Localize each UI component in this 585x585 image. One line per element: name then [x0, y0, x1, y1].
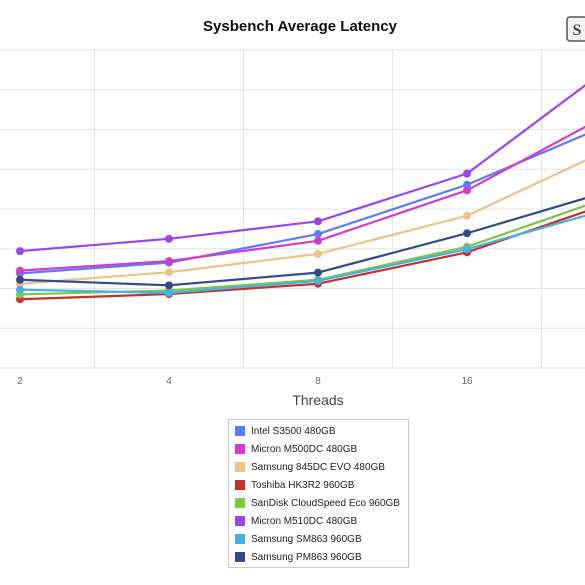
legend-swatch: [235, 444, 245, 454]
data-point: [16, 285, 24, 294]
legend-item: Samsung PM863 960GB: [229, 548, 408, 566]
series-line: [19, 210, 585, 301]
logo-letter: S: [573, 22, 582, 39]
x-tick-label: 8: [315, 376, 321, 387]
data-point: [16, 247, 24, 256]
legend-swatch: [235, 426, 245, 436]
data-point: [463, 186, 471, 195]
data-point: [165, 288, 173, 297]
legend-label: Samsung 845DC EVO 480GB: [251, 461, 385, 473]
line-chart: 2 4 8 16: [0, 49, 585, 387]
legend-label: Samsung SM863 960GB: [251, 533, 362, 545]
legend-label: Toshiba HK3R2 960GB: [251, 479, 355, 491]
chart-legend: Intel S3500 480GB Micron M500DC 480GB Sams…: [228, 419, 409, 568]
data-point: [165, 257, 173, 266]
legend-swatch: [235, 516, 245, 526]
x-tick-label: 16: [461, 376, 473, 387]
legend-label: Samsung PM863 960GB: [251, 551, 362, 563]
legend-swatch: [235, 480, 245, 490]
x-tick-label: 4: [166, 376, 172, 387]
data-point: [463, 211, 471, 220]
data-point: [463, 180, 471, 189]
data-point: [314, 217, 322, 226]
data-point: [463, 169, 471, 178]
data-point: [314, 268, 322, 277]
legend-label: Micron M500DC 480GB: [251, 443, 358, 455]
legend-label: Micron M510DC 480GB: [251, 515, 358, 527]
legend-swatch: [235, 552, 245, 562]
legend-item: Intel S3500 480GB: [229, 422, 408, 440]
legend-swatch: [235, 498, 245, 508]
legend-swatch: [235, 534, 245, 544]
legend-label: SanDisk CloudSpeed Eco 960GB: [251, 497, 400, 509]
legend-swatch: [235, 462, 245, 472]
legend-item: Samsung 845DC EVO 480GB: [229, 458, 408, 476]
data-point: [314, 236, 322, 245]
legend-item: Samsung SM863 960GB: [229, 530, 408, 548]
series-line: [19, 133, 585, 275]
legend-item: Micron M510DC 480GB: [229, 512, 408, 530]
data-point: [314, 230, 322, 239]
legend-label: Intel S3500 480GB: [251, 425, 336, 437]
data-point: [16, 275, 24, 284]
data-point: [463, 245, 471, 254]
series-line: [19, 159, 585, 285]
legend-item: SanDisk CloudSpeed Eco 960GB: [229, 494, 408, 512]
data-point: [165, 268, 173, 277]
legend-item: Toshiba HK3R2 960GB: [229, 476, 408, 494]
data-point: [16, 266, 24, 275]
data-point: [165, 234, 173, 243]
x-tick-label: 2: [17, 376, 23, 387]
site-logo-icon: S: [566, 16, 585, 42]
x-axis-label: Threads: [292, 392, 344, 408]
legend-item: Micron M500DC 480GB: [229, 440, 408, 458]
data-point: [314, 276, 322, 285]
chart-title: Sysbench Average Latency: [203, 18, 397, 35]
series-line: [19, 125, 585, 272]
data-point: [463, 229, 471, 238]
data-point: [165, 281, 173, 290]
data-point: [314, 249, 322, 258]
